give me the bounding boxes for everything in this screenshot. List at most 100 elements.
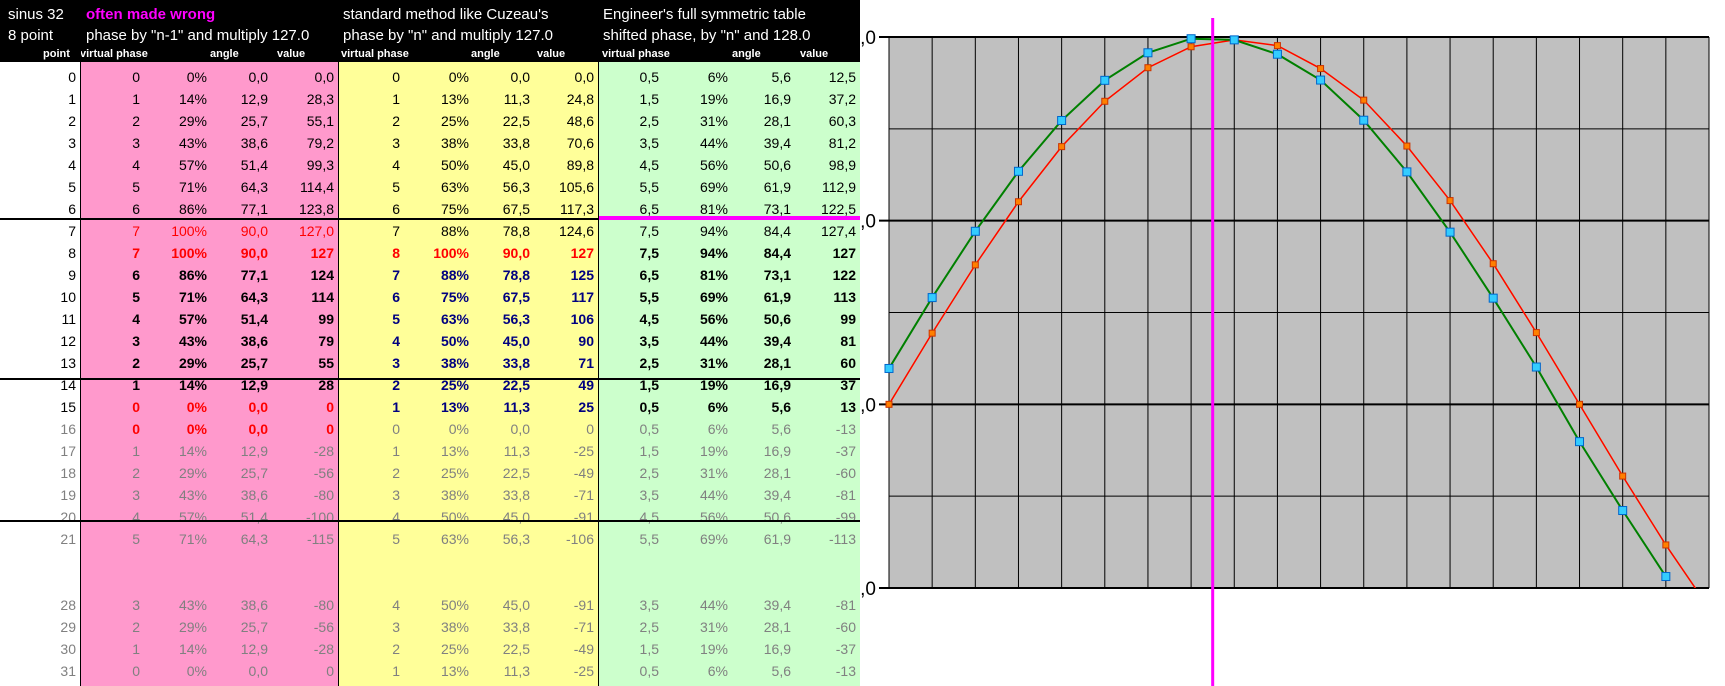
table-cell: -60 [835, 619, 856, 635]
data-point [1446, 197, 1454, 205]
table-cell: 0,0 [248, 69, 268, 85]
table-cell: 14% [178, 641, 207, 657]
table-cell: 67,5 [502, 201, 530, 217]
table-cell: 43% [178, 333, 207, 349]
table-cell [274, 572, 334, 594]
data-point [1100, 75, 1110, 85]
table-cell [599, 550, 659, 572]
data-point [1144, 64, 1152, 72]
table-cell [80, 572, 140, 594]
table-cell: 4,5 [639, 311, 659, 327]
table-cell: 63% [440, 311, 469, 327]
table-cell: 0 [326, 399, 334, 415]
table-cell: 106 [570, 311, 594, 327]
table-cell: 6,5 [639, 267, 659, 283]
table-cell: 127,4 [820, 223, 856, 239]
sub-angle: angle [210, 48, 239, 60]
table-cell: 8 [392, 245, 400, 261]
table-cell: 7 [392, 223, 400, 239]
table-cell [599, 572, 659, 594]
data-point [1316, 75, 1326, 85]
table-cell: 105,6 [558, 179, 594, 195]
table-cell: 14 [60, 377, 76, 393]
table-cell: 99 [318, 311, 334, 327]
table-cell: 6% [707, 663, 728, 679]
table-cell: 8 [68, 245, 76, 261]
table-cell: 1 [392, 91, 400, 107]
table-cell: 117,3 [560, 201, 594, 217]
table-cell: 73,1 [763, 201, 791, 217]
table-cell: 7 [68, 223, 76, 239]
table-cell: 0 [392, 69, 400, 85]
table-cell: 79 [318, 333, 334, 349]
y-tick-label: 128,0 [860, 28, 876, 49]
table-cell: 94% [699, 223, 728, 239]
table-cell [340, 550, 400, 572]
table-cell: 5 [132, 531, 140, 547]
table-cell: 60,3 [828, 113, 856, 129]
table-cell [208, 572, 268, 594]
data-point [970, 226, 980, 236]
table-cell: -56 [313, 619, 334, 635]
table-cell: 69% [699, 289, 728, 305]
table-cell: 19% [699, 91, 728, 107]
table-cell: 50% [440, 509, 469, 525]
sub-angle: angle [471, 48, 500, 60]
table-cell: 0 [132, 399, 140, 415]
sub-vphase-c: virtual phase [602, 48, 670, 60]
sub-vphase-b: virtual phase [341, 48, 409, 60]
table-cell: 5 [68, 179, 76, 195]
table-cell: 5,5 [639, 179, 659, 195]
table-cell: 63% [440, 179, 469, 195]
data-point [1489, 260, 1497, 268]
table-cell: -28 [313, 641, 334, 657]
table-cell: 56% [699, 509, 728, 525]
table-cell: 39,4 [763, 487, 791, 503]
table-cell: 57% [178, 311, 207, 327]
table-cell: 43% [178, 487, 207, 503]
table-cell: 31% [699, 113, 728, 129]
table-cell: 5,6 [771, 399, 791, 415]
table-cell: 112,9 [822, 179, 856, 195]
table-cell: 11,3 [503, 663, 530, 679]
table-cell: 3,5 [639, 333, 659, 349]
table-cell: 0,5 [639, 69, 659, 85]
table-cell: -100 [305, 509, 334, 525]
table-cell: -91 [573, 597, 594, 613]
data-point [1661, 572, 1671, 582]
table-cell: 25,7 [240, 355, 268, 371]
table-cell: 19% [699, 641, 728, 657]
table-cell: 9 [68, 267, 76, 283]
table-cell: 77,1 [240, 267, 268, 283]
table-cell: 67,5 [502, 289, 530, 305]
table-cell: 11,3 [503, 91, 530, 107]
table-cell: 50% [440, 157, 469, 173]
table-cell: 2 [132, 619, 140, 635]
table-cell [534, 550, 594, 572]
table-cell [274, 550, 334, 572]
data-point [1662, 541, 1670, 549]
data-point [1531, 362, 1541, 372]
table-cell: 13 [840, 399, 856, 415]
separator-line [0, 378, 860, 380]
table-cell: 0 [586, 421, 594, 437]
table-cell: 45,0 [502, 333, 530, 349]
table-cell: 73,1 [763, 267, 791, 283]
data-point [1143, 48, 1153, 58]
table-cell: 28,1 [763, 619, 791, 635]
table-cell: 2,5 [639, 113, 659, 129]
table-cell: 25 [578, 399, 594, 415]
table-cell: 13 [60, 355, 76, 371]
data-point [1013, 166, 1023, 176]
data-point [1619, 472, 1627, 480]
table-cell: 2 [392, 641, 400, 657]
table-cell: 81 [840, 333, 856, 349]
table-cell: 4 [68, 157, 76, 173]
table-cell: 71% [178, 289, 207, 305]
table-cell: 84,4 [763, 223, 791, 239]
table-cell: 22,5 [502, 377, 530, 393]
table-cell: 16,9 [763, 641, 791, 657]
table-cell: 63% [440, 531, 469, 547]
table-cell: 51,4 [240, 311, 268, 327]
table-cell: -81 [835, 597, 856, 613]
